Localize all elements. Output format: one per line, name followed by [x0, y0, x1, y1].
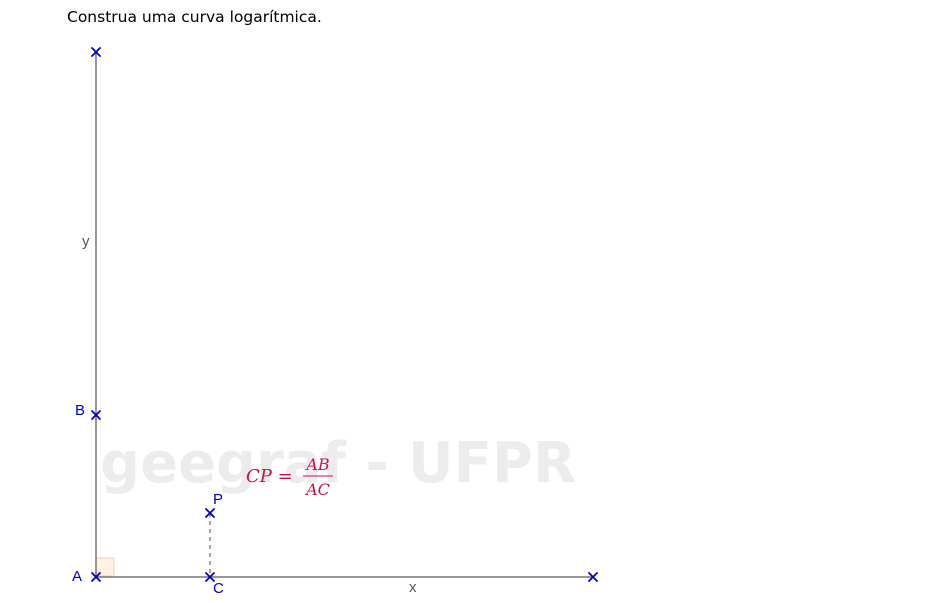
- instruction-text: Construa uma curva logarítmica.: [67, 8, 322, 26]
- point-b-marker[interactable]: [91, 410, 101, 420]
- y-axis-label: y: [82, 233, 90, 250]
- point-a-marker[interactable]: [91, 572, 101, 582]
- formula-lhs: CP =: [246, 466, 293, 487]
- point-b-label: B: [75, 402, 85, 419]
- x-axis-label: x: [409, 579, 417, 596]
- formula-denominator: AC: [304, 480, 330, 499]
- formula: CP = AB AC: [246, 455, 333, 499]
- point-a-label: A: [72, 568, 82, 585]
- point-p-label: P: [213, 491, 223, 508]
- watermark: geegraf - UFPR: [100, 431, 576, 496]
- formula-numerator: AB: [304, 455, 330, 474]
- point-c-label: C: [213, 580, 224, 597]
- point-y-end-marker[interactable]: [91, 47, 101, 57]
- point-p-marker[interactable]: [205, 508, 215, 518]
- point-c-marker[interactable]: [205, 572, 215, 582]
- point-x-end-marker[interactable]: [588, 572, 598, 582]
